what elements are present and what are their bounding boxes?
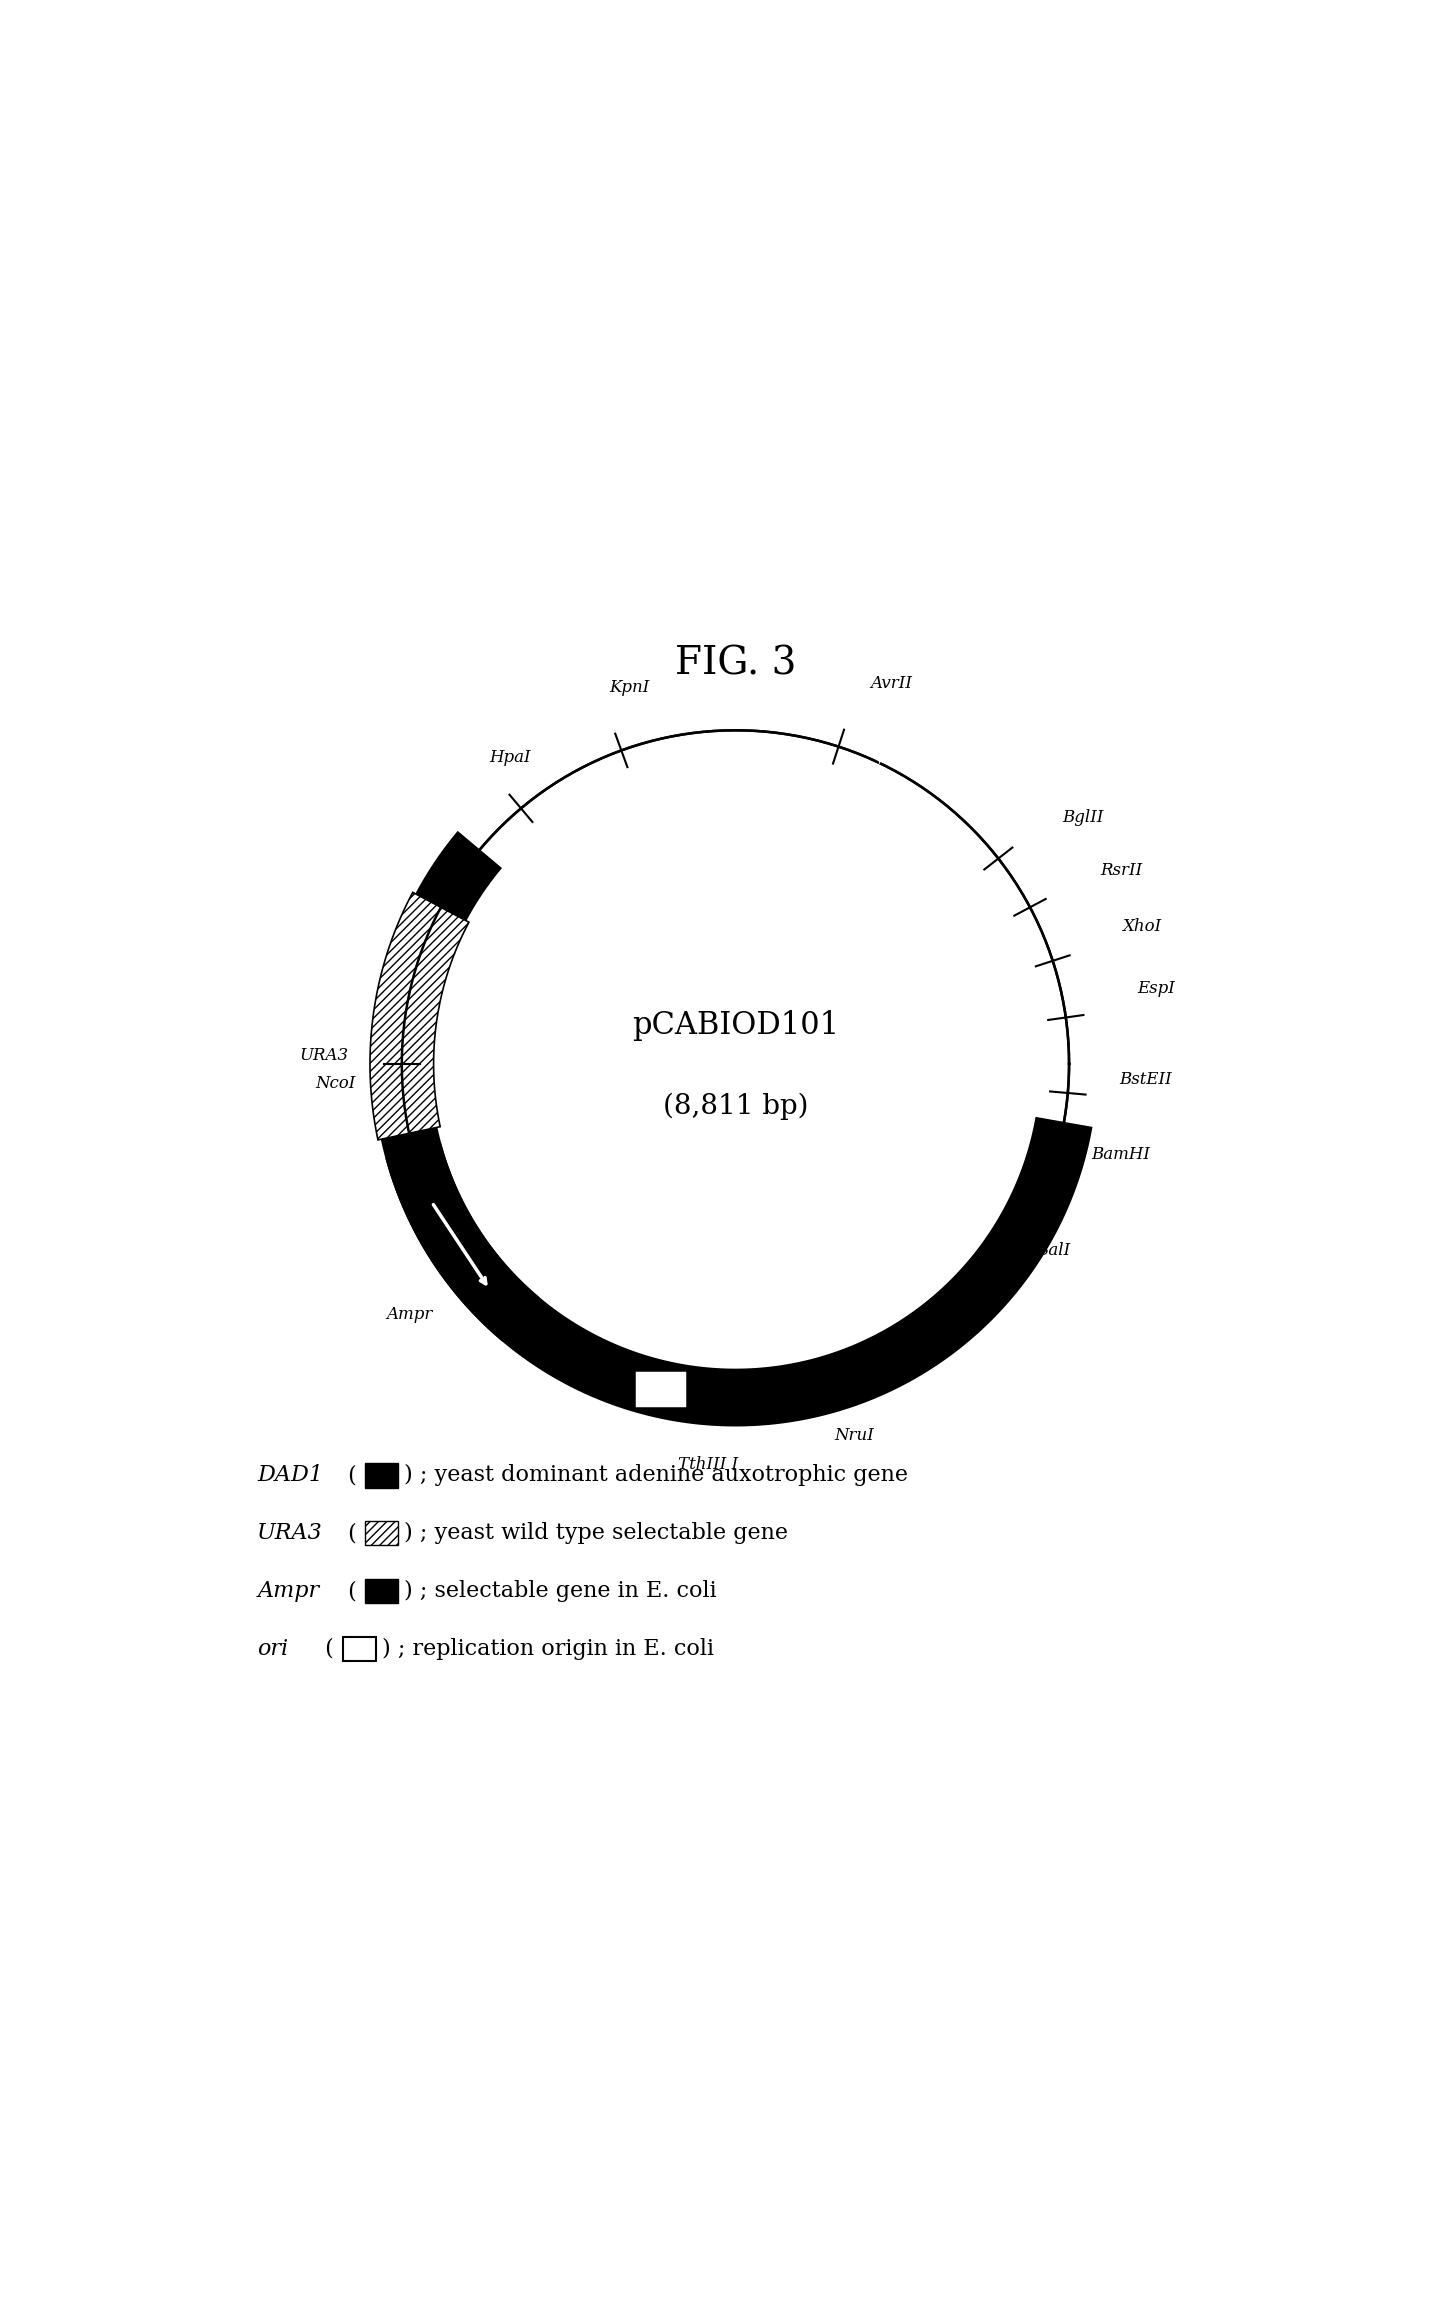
- Text: TthIII I: TthIII I: [679, 1454, 738, 1473]
- Text: FIG. 3: FIG. 3: [674, 646, 796, 683]
- Text: ori: ori: [696, 1380, 719, 1397]
- Text: (: (: [340, 1580, 356, 1603]
- Polygon shape: [373, 831, 1092, 1427]
- Text: (8,811 bp): (8,811 bp): [663, 1093, 808, 1121]
- Text: BglII: BglII: [1062, 808, 1104, 827]
- Text: AvrII: AvrII: [870, 674, 913, 692]
- Text: ori: ori: [257, 1637, 288, 1661]
- Polygon shape: [370, 892, 469, 1139]
- Text: (: (: [319, 1637, 334, 1661]
- Text: (: (: [340, 1522, 356, 1545]
- Text: ) ; yeast dominant adenine auxotrophic gene: ) ; yeast dominant adenine auxotrophic g…: [405, 1464, 908, 1487]
- Text: URA3: URA3: [300, 1047, 349, 1063]
- Text: BstEII: BstEII: [1119, 1070, 1172, 1089]
- Text: HpaI: HpaI: [489, 748, 531, 767]
- Text: NcoI: NcoI: [314, 1075, 356, 1093]
- Text: (: (: [340, 1464, 356, 1487]
- Bar: [364, 1522, 399, 1545]
- Bar: [343, 1637, 376, 1661]
- Text: BamHI: BamHI: [1091, 1146, 1149, 1163]
- Text: Ampr: Ampr: [386, 1306, 432, 1322]
- Bar: [364, 1580, 399, 1603]
- Text: RsrII: RsrII: [1101, 862, 1142, 878]
- Polygon shape: [385, 1142, 540, 1341]
- Text: ) ; replication origin in E. coli: ) ; replication origin in E. coli: [382, 1637, 713, 1661]
- Text: ) ; yeast wild type selectable gene: ) ; yeast wild type selectable gene: [405, 1522, 788, 1545]
- Text: EspI: EspI: [1138, 980, 1175, 998]
- Text: DAD1: DAD1: [857, 734, 895, 790]
- Text: NruI: NruI: [834, 1427, 874, 1443]
- Text: XhoI: XhoI: [1122, 917, 1161, 936]
- Bar: [364, 1464, 399, 1487]
- Text: URA3: URA3: [257, 1522, 323, 1545]
- Text: DAD1: DAD1: [257, 1464, 323, 1487]
- Text: KpnI: KpnI: [610, 679, 650, 697]
- Bar: [634, 1371, 687, 1408]
- Text: SalI: SalI: [1038, 1241, 1071, 1258]
- Text: ) ; selectable gene in E. coli: ) ; selectable gene in E. coli: [405, 1580, 716, 1603]
- Text: pCABIOD101: pCABIOD101: [631, 1010, 839, 1040]
- Text: Ampr: Ampr: [257, 1580, 320, 1603]
